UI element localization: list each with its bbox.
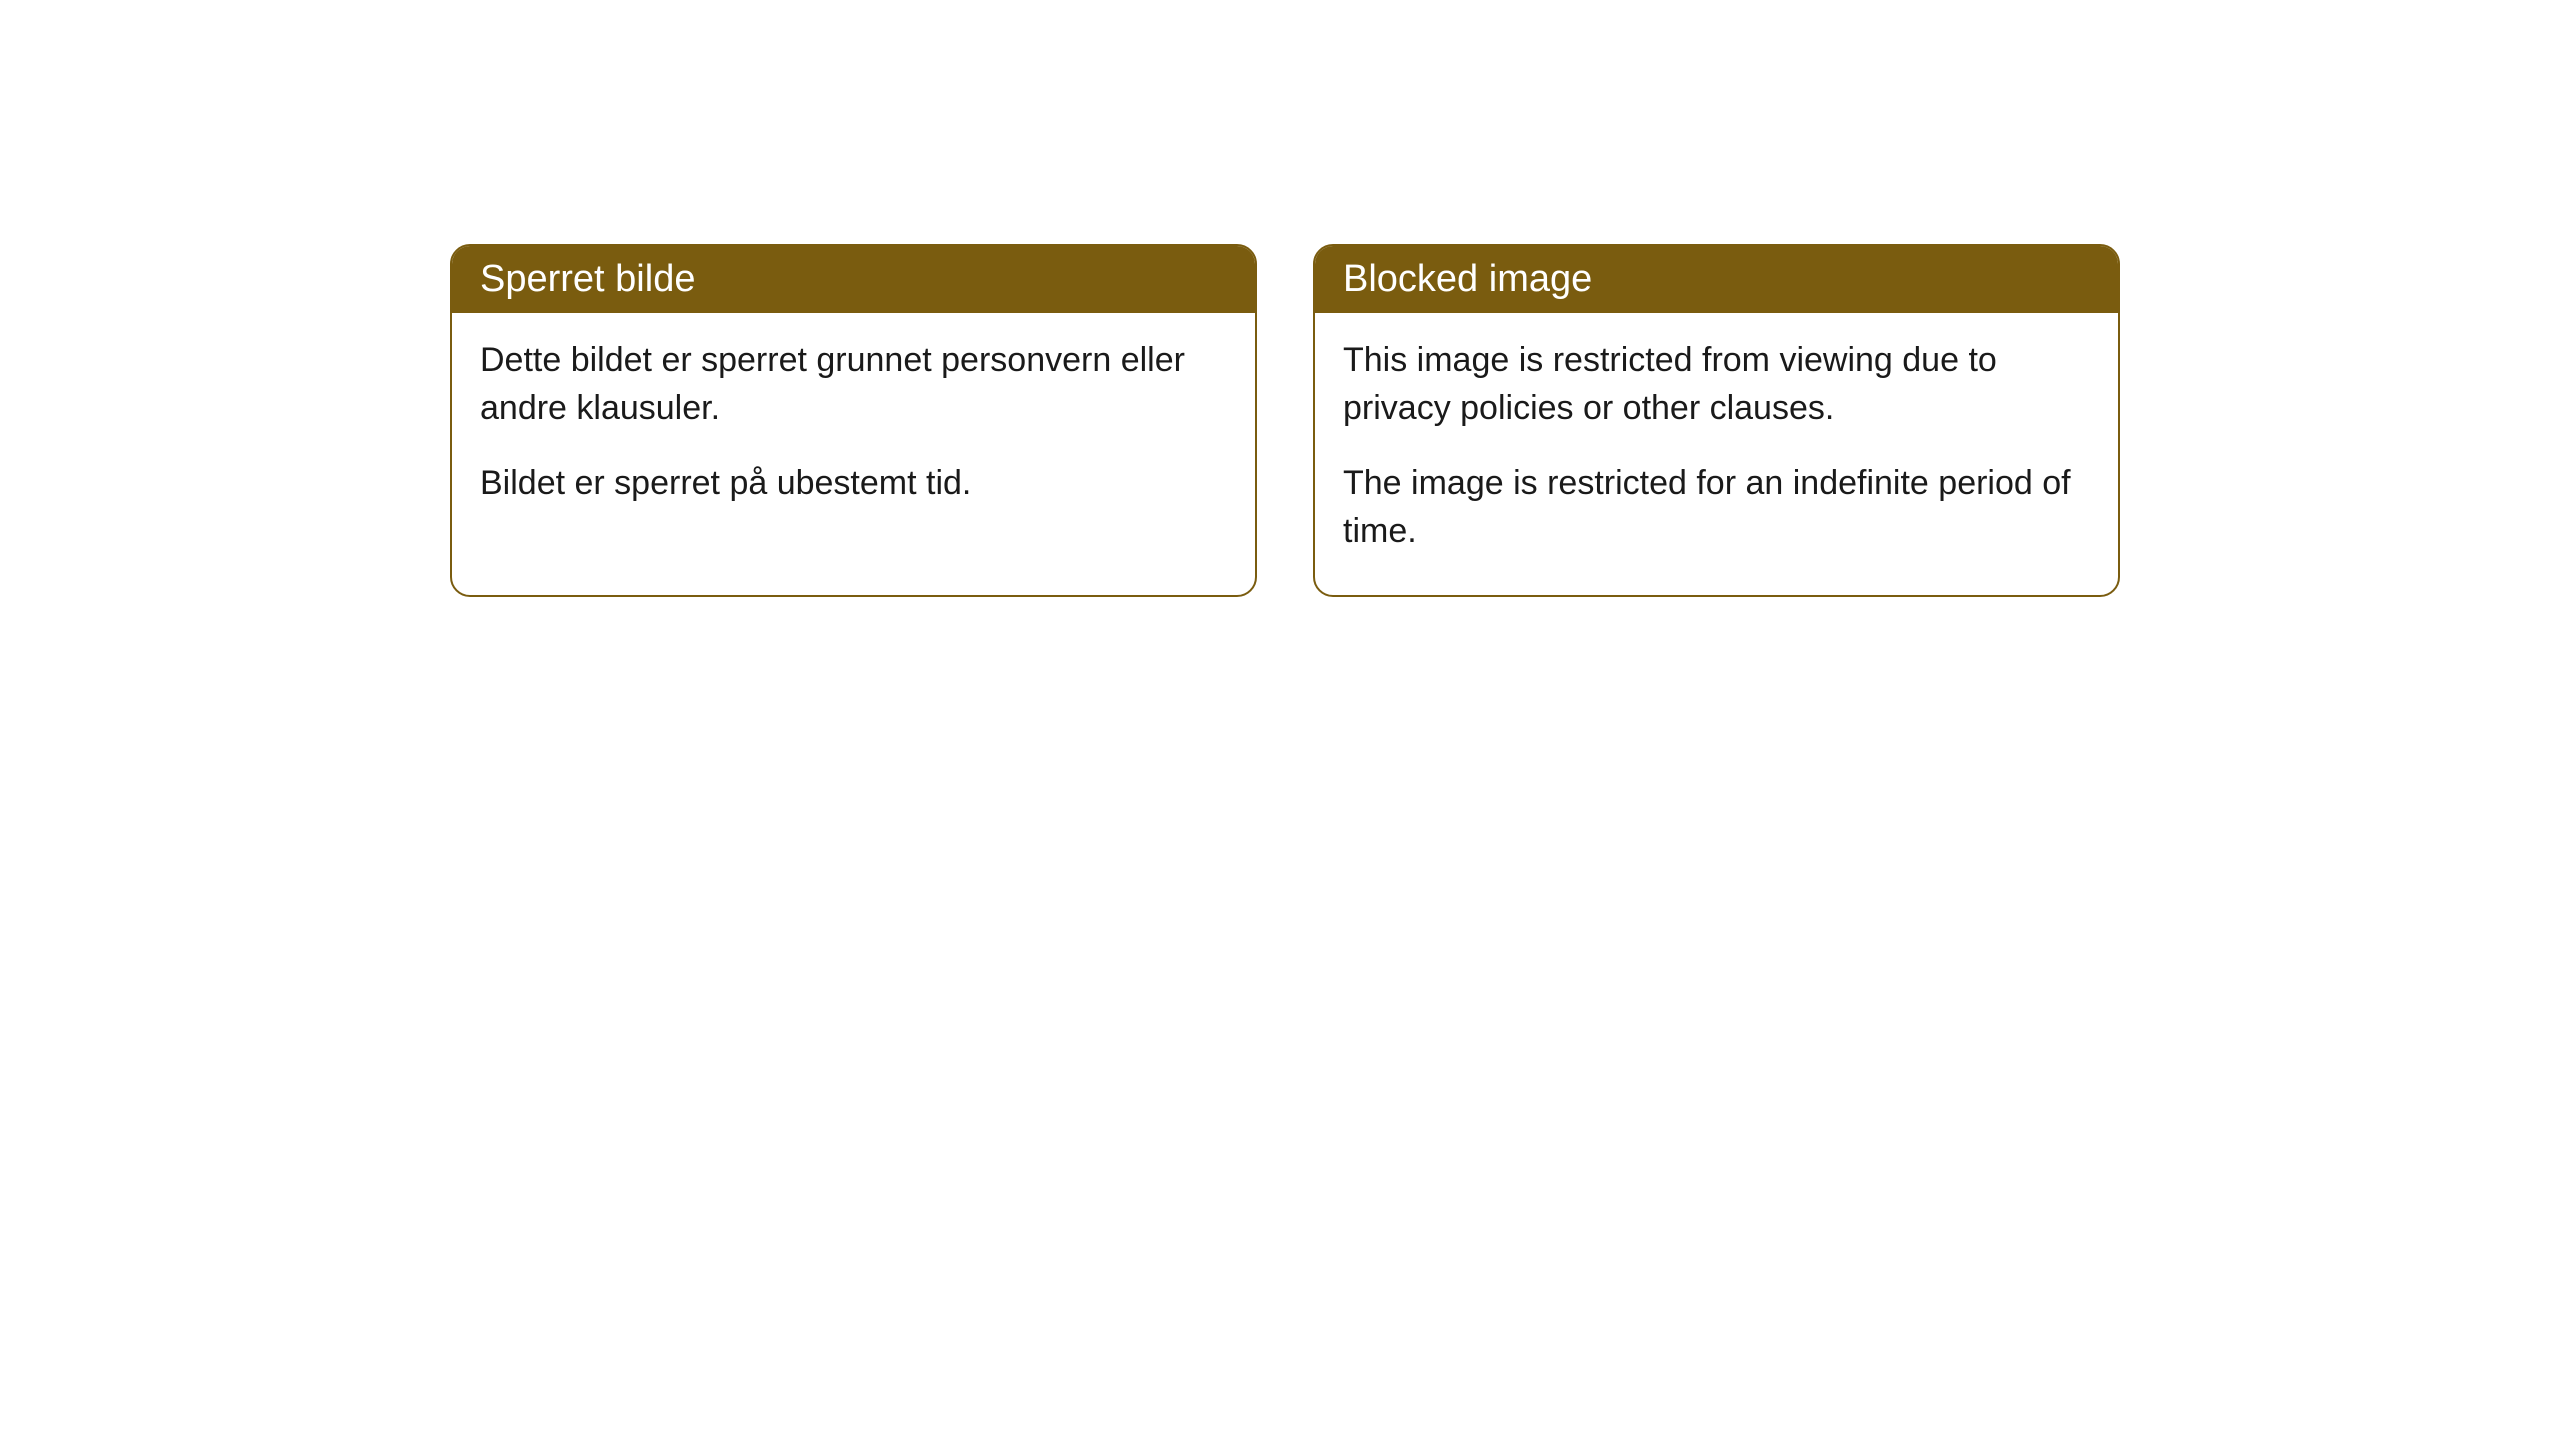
notice-card-english: Blocked image This image is restricted f… [1313, 244, 2120, 597]
card-header: Blocked image [1315, 246, 2118, 313]
card-paragraph: Bildet er sperret på ubestemt tid. [480, 460, 1227, 508]
card-title: Sperret bilde [480, 258, 695, 300]
card-body: Dette bildet er sperret grunnet personve… [452, 313, 1255, 548]
card-paragraph: This image is restricted from viewing du… [1343, 337, 2090, 432]
card-paragraph: Dette bildet er sperret grunnet personve… [480, 337, 1227, 432]
card-header: Sperret bilde [452, 246, 1255, 313]
card-title: Blocked image [1343, 258, 1592, 300]
notice-cards-container: Sperret bilde Dette bildet er sperret gr… [450, 244, 2120, 597]
card-body: This image is restricted from viewing du… [1315, 313, 2118, 595]
card-paragraph: The image is restricted for an indefinit… [1343, 460, 2090, 555]
notice-card-norwegian: Sperret bilde Dette bildet er sperret gr… [450, 244, 1257, 597]
